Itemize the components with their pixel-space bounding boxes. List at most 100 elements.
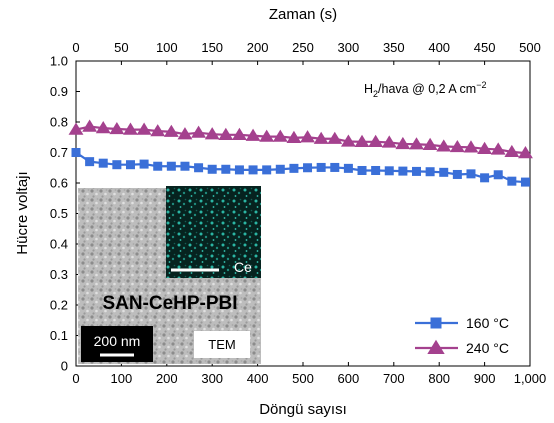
data-point	[518, 146, 533, 159]
condition-annotation: H2/hava @ 0,2 A cm−2	[364, 80, 486, 99]
legend-entry: 160 °C	[415, 315, 509, 331]
data-point	[95, 121, 111, 134]
data-point	[204, 127, 220, 140]
data-point	[68, 122, 84, 135]
legend-label: 240 °C	[466, 340, 509, 356]
y-tick-label: 1.0	[50, 54, 68, 69]
bottom-x-axis: 0 100 200 300 400 500 600 700 800 900 1,000	[72, 362, 546, 386]
data-point	[452, 169, 462, 179]
data-point	[98, 158, 108, 168]
y-tick-label: 0.2	[50, 298, 68, 313]
data-point	[153, 161, 163, 171]
data-point	[327, 131, 343, 144]
inset-sample-label: SAN-CeHP-PBI	[102, 293, 237, 314]
top-x-tick-label: 300	[338, 40, 360, 55]
bottom-x-axis-title: Döngü sayısı	[259, 401, 347, 418]
bottom-x-tick-label: 600	[338, 371, 360, 386]
bottom-x-tick-label: 1,000	[514, 371, 547, 386]
data-point	[262, 165, 272, 175]
bottom-x-tick-label: 400	[247, 371, 269, 386]
data-point	[439, 167, 449, 177]
data-point	[136, 122, 152, 135]
bottom-x-tick-label: 800	[428, 371, 450, 386]
data-point	[289, 163, 299, 173]
annotation-superscript: −2	[476, 80, 486, 90]
data-point	[477, 141, 493, 154]
data-point	[109, 121, 125, 135]
y-tick-label: 0.5	[50, 206, 68, 221]
data-point	[112, 160, 122, 170]
data-point	[466, 169, 476, 179]
y-tick-label: 0.9	[50, 84, 68, 99]
data-point	[354, 134, 370, 147]
data-point	[463, 140, 479, 153]
data-point	[180, 161, 190, 171]
bottom-x-tick-label: 500	[292, 371, 314, 386]
data-point	[371, 165, 381, 175]
tem-label-box	[194, 331, 250, 358]
data-point	[300, 130, 315, 143]
data-point	[303, 163, 313, 173]
data-point	[520, 177, 530, 187]
series-line	[75, 151, 526, 184]
data-point	[412, 166, 421, 176]
data-point	[330, 162, 340, 172]
data-point	[493, 170, 503, 180]
data-point	[245, 128, 261, 141]
series-1	[71, 148, 530, 187]
data-point	[150, 124, 166, 137]
bottom-x-tick-label: 100	[111, 371, 133, 386]
y-axis: 0 0.1 0.2 0.3 0.4 0.5 0.6 0.7 0.8 0.9 1.0	[50, 54, 80, 374]
data-point	[313, 131, 329, 144]
top-x-tick-label: 500	[519, 40, 541, 55]
data-point	[384, 166, 394, 176]
data-point	[207, 164, 217, 174]
data-point	[248, 165, 258, 175]
annotation-prefix: H	[364, 82, 373, 96]
data-point	[139, 159, 149, 169]
data-point	[340, 134, 356, 147]
top-x-tick-label: 400	[428, 40, 450, 55]
bottom-x-tick-label: 700	[383, 371, 405, 386]
data-point	[422, 137, 438, 151]
bottom-x-tick-label: 300	[201, 371, 223, 386]
top-x-axis: 0 50 100 150 200 250 300 350 400 450 500	[72, 40, 541, 65]
legend-marker	[430, 317, 442, 329]
y-tick-label: 0.6	[50, 176, 68, 191]
data-point	[398, 166, 408, 176]
data-point	[504, 144, 520, 158]
top-x-tick-label: 250	[292, 40, 314, 55]
data-point	[177, 127, 193, 140]
top-x-tick-label: 0	[72, 40, 79, 55]
data-point	[82, 119, 98, 132]
data-point	[436, 139, 452, 152]
legend-entry: 240 °C	[415, 339, 509, 356]
top-x-tick-label: 350	[383, 40, 405, 55]
y-tick-label: 0	[61, 359, 68, 374]
data-point	[368, 134, 384, 147]
data-point	[507, 176, 517, 186]
top-x-tick-label: 50	[114, 40, 128, 55]
series-line	[75, 125, 526, 155]
y-tick-label: 0.1	[50, 328, 68, 343]
y-axis-title: Hücre voltajı	[14, 171, 31, 254]
legend-label: 160 °C	[466, 315, 509, 331]
data-point	[395, 136, 411, 150]
top-x-tick-label: 450	[474, 40, 496, 55]
data-point	[232, 127, 247, 140]
data-point	[449, 139, 465, 153]
data-point	[490, 142, 506, 155]
tem-label: TEM	[208, 337, 235, 352]
top-x-tick-label: 150	[201, 40, 223, 55]
bottom-x-tick-label: 900	[474, 371, 496, 386]
y-tick-label: 0.3	[50, 267, 68, 282]
data-point	[163, 124, 179, 137]
top-x-axis-title: Zaman (s)	[269, 6, 337, 23]
data-point	[357, 165, 367, 175]
scale-bar-label: 200 nm	[94, 333, 141, 349]
legend-marker	[427, 339, 445, 354]
top-x-tick-label: 200	[247, 40, 269, 55]
data-point	[123, 122, 138, 135]
data-point	[272, 129, 288, 142]
annotation-middle: /hava @ 0,2 A cm	[378, 82, 476, 96]
